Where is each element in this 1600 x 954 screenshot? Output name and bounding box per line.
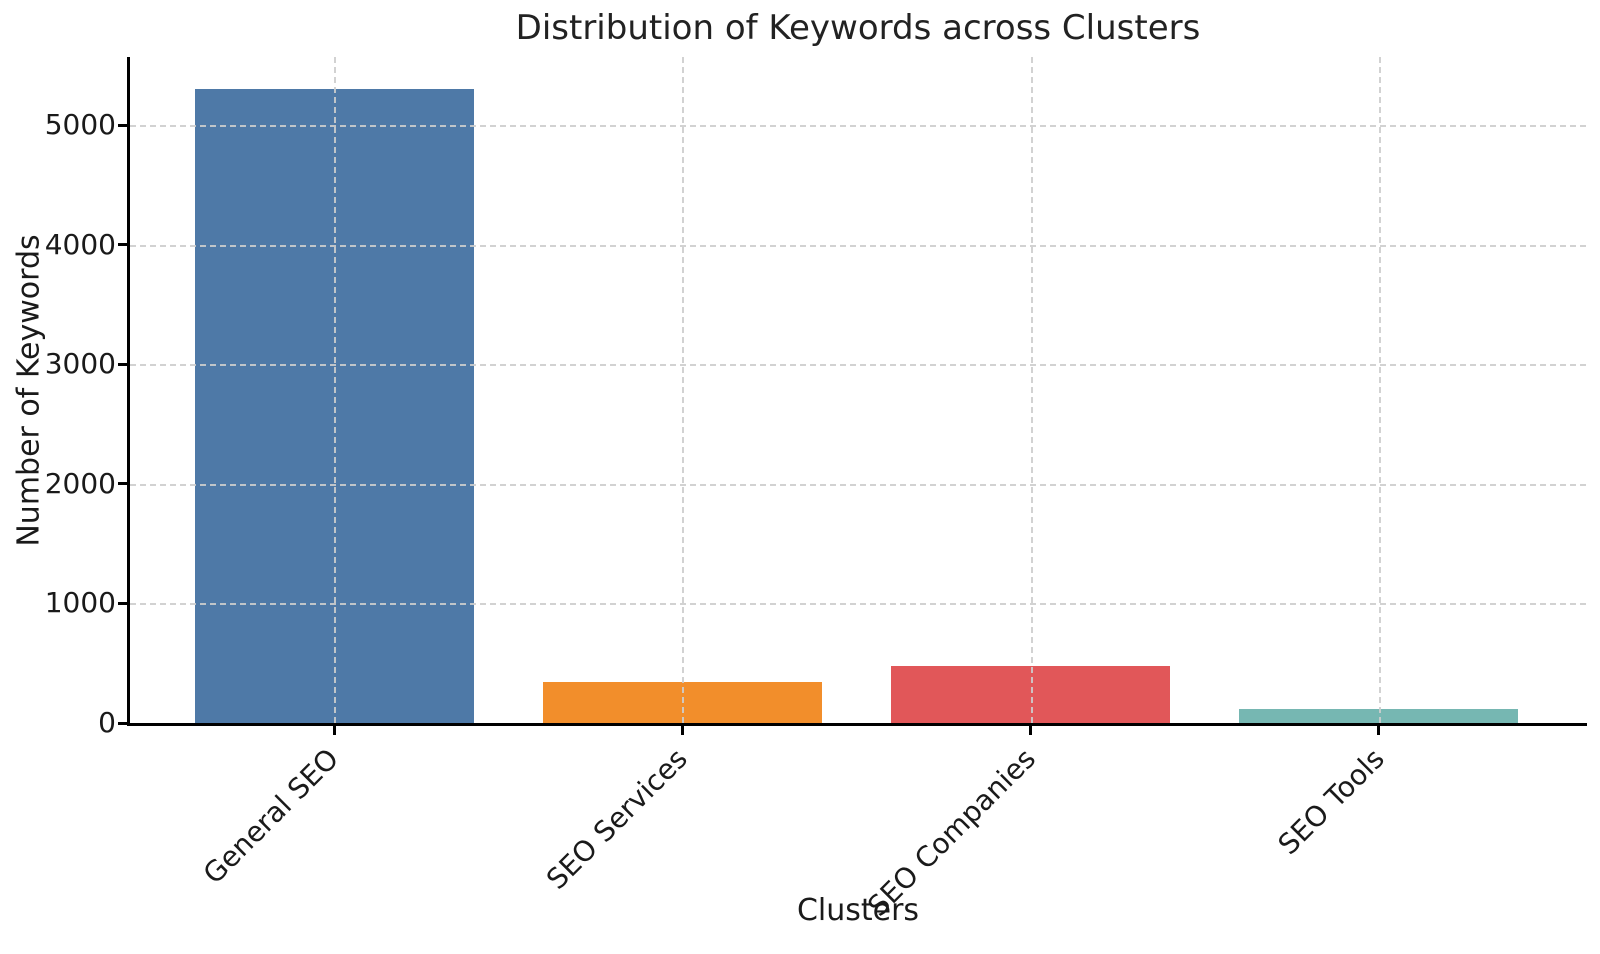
x-gridline <box>682 57 685 723</box>
x-tick-mark <box>332 726 336 735</box>
x-axis-label: Clusters <box>796 893 920 928</box>
x-gridline <box>334 57 336 723</box>
x-tick-label-seo-tools: SEO Tools <box>1271 742 1391 862</box>
x-tick-mark <box>1377 726 1381 735</box>
y-tick-label: 3000 <box>44 347 116 381</box>
x-tick-mark <box>1029 726 1033 735</box>
y-tick-label: 4000 <box>44 227 116 261</box>
y-tick-mark <box>118 721 128 725</box>
x-gridline <box>1030 57 1033 723</box>
y-gridline <box>130 364 1586 367</box>
y-tick-mark <box>118 243 128 247</box>
y-tick-label: 5000 <box>44 108 116 142</box>
y-gridline <box>130 483 1586 486</box>
x-tick-label-seo-services: SEO Services <box>539 742 694 896</box>
y-tick-mark <box>118 482 128 486</box>
y-tick-label: 2000 <box>44 466 116 500</box>
y-tick-mark <box>118 601 128 605</box>
y-tick-label: 1000 <box>44 586 116 620</box>
y-gridline <box>130 603 1586 606</box>
y-axis-label-box: Number of Keywords <box>0 57 58 723</box>
y-tick-mark <box>118 123 128 127</box>
x-axis-spine <box>127 723 1587 726</box>
y-tick-label: 0 <box>98 706 116 739</box>
y-gridline <box>130 125 1586 128</box>
y-gridline <box>130 244 1586 247</box>
y-tick-mark <box>118 362 128 366</box>
chart-title: Distribution of Keywords across Clusters <box>515 8 1201 48</box>
plot-area <box>130 57 1586 723</box>
y-axis-spine <box>127 57 130 726</box>
x-tick-label-general-seo: General SEO <box>197 742 346 891</box>
x-gridline <box>1378 57 1381 723</box>
x-tick-mark <box>680 726 684 735</box>
